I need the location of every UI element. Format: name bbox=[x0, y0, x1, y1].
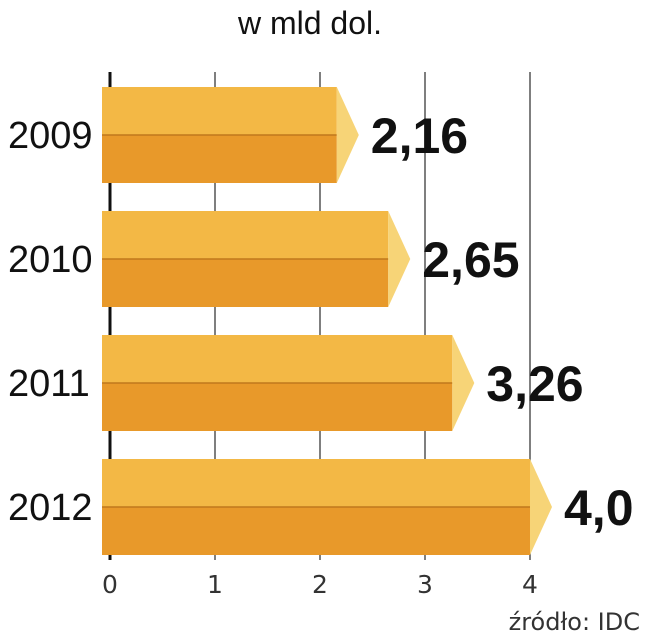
value-label: 2,65 bbox=[422, 232, 519, 288]
chart-title: w mld dol. bbox=[237, 5, 382, 41]
value-label: 2,16 bbox=[371, 108, 468, 164]
bar-group: 2009 2,16 bbox=[8, 87, 468, 183]
value-label: 3,26 bbox=[486, 356, 583, 412]
bar-top-face bbox=[102, 211, 389, 259]
bar-cap bbox=[388, 211, 411, 307]
bar-cap bbox=[530, 459, 552, 555]
category-label: 2012 bbox=[8, 487, 93, 529]
bar-top-face bbox=[102, 335, 453, 383]
bar-bottom-face bbox=[102, 259, 389, 307]
x-tick-label: 2 bbox=[312, 570, 328, 599]
bar-cap bbox=[336, 87, 359, 183]
bar-group: 2012 4,0 bbox=[8, 459, 634, 555]
bar-bottom-face bbox=[102, 135, 337, 183]
source-note: źródło: IDC bbox=[509, 608, 640, 636]
x-axis-ticks: 0 1 2 3 4 bbox=[102, 570, 538, 599]
category-label: 2010 bbox=[8, 239, 93, 281]
bar-top-face bbox=[102, 459, 530, 507]
x-tick-label: 1 bbox=[207, 570, 223, 599]
bars: 2009 2,16 2010 2,65 2011 3,26 2012 4,0 bbox=[8, 87, 634, 555]
x-tick-label: 0 bbox=[102, 570, 118, 599]
bar-bottom-face bbox=[102, 507, 530, 555]
bar-top-face bbox=[102, 87, 337, 135]
bar-bottom-face bbox=[102, 383, 453, 431]
category-label: 2011 bbox=[8, 363, 90, 405]
bar-group: 2010 2,65 bbox=[8, 211, 520, 307]
bar-group: 2011 3,26 bbox=[8, 335, 584, 431]
x-tick-label: 4 bbox=[522, 570, 538, 599]
value-label: 4,0 bbox=[564, 480, 634, 536]
bar-cap bbox=[452, 335, 475, 431]
category-label: 2009 bbox=[8, 115, 93, 157]
x-tick-label: 3 bbox=[417, 570, 433, 599]
